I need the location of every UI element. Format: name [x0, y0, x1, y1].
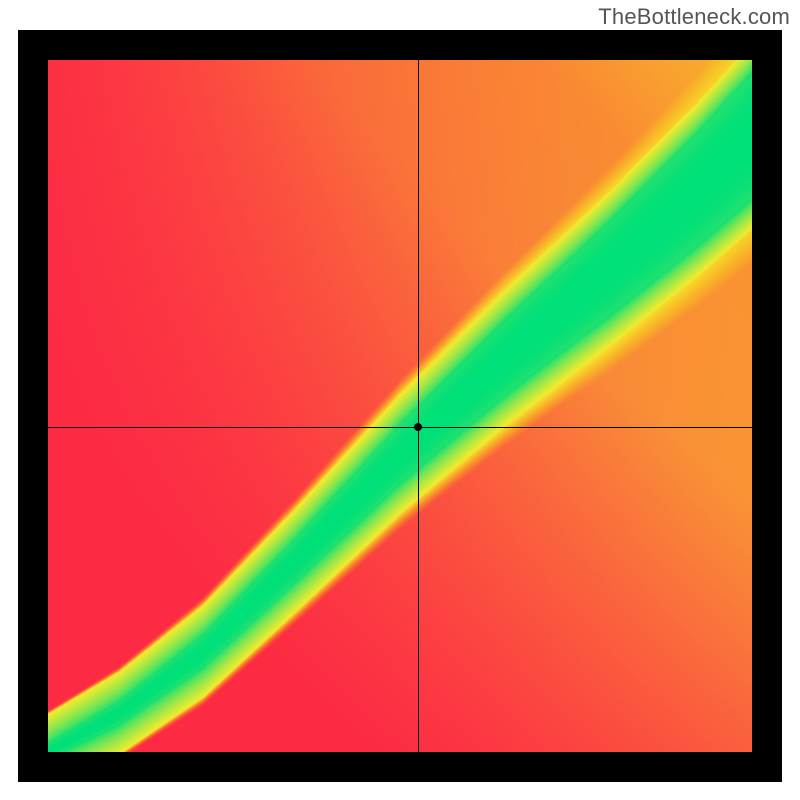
crosshair-vertical — [418, 60, 419, 752]
crosshair-horizontal — [48, 427, 752, 428]
chart-container: TheBottleneck.com — [0, 0, 800, 800]
plot-area — [48, 60, 752, 752]
bottleneck-heatmap — [48, 60, 752, 752]
crosshair-marker-dot — [414, 423, 422, 431]
watermark-text: TheBottleneck.com — [598, 4, 790, 30]
